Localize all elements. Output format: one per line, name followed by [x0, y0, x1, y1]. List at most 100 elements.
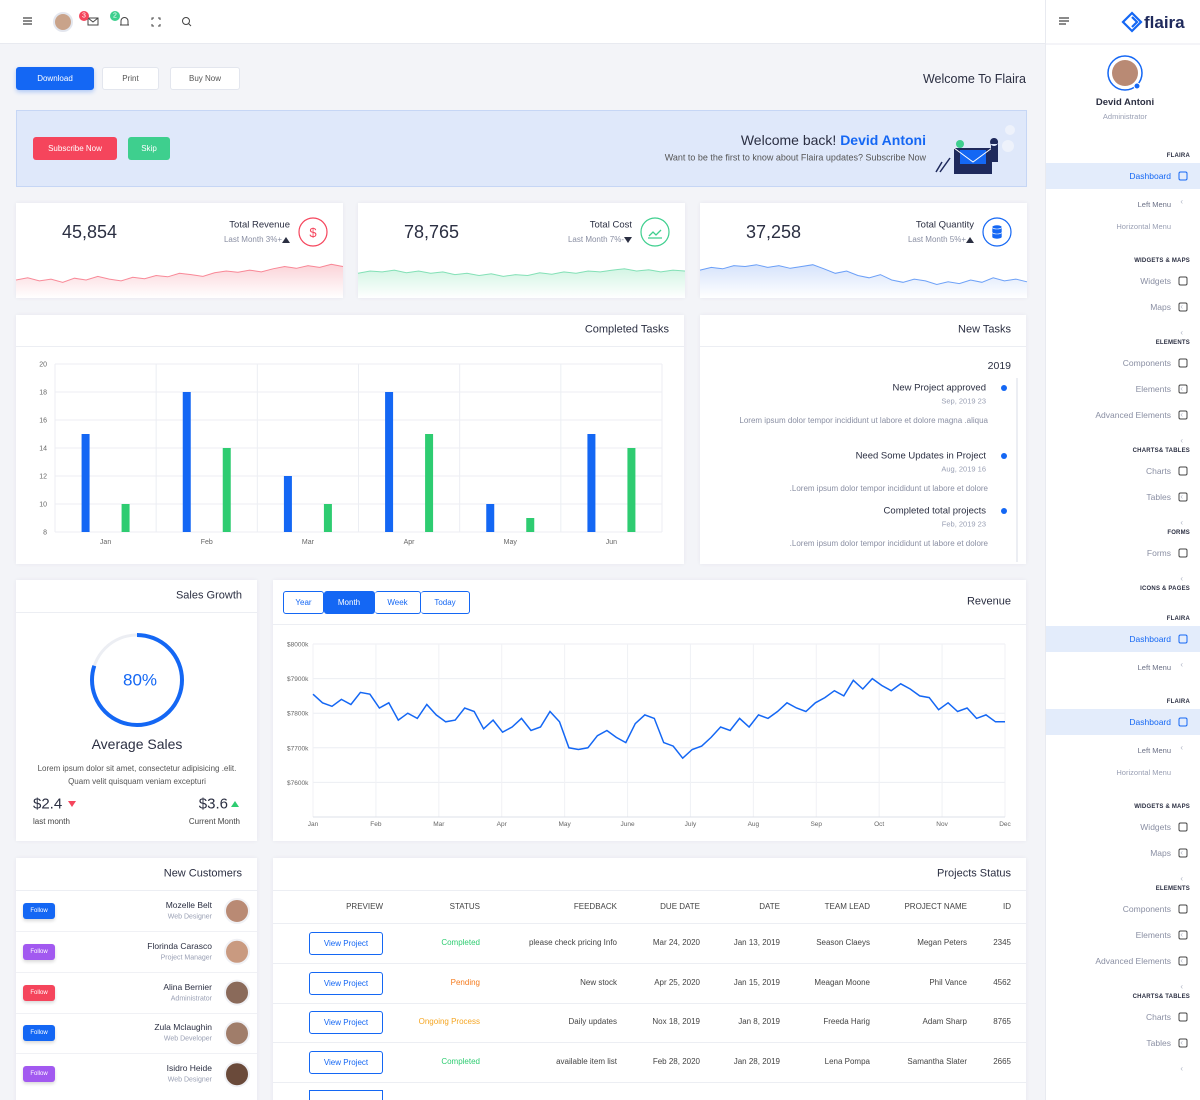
menu-item[interactable]: Elements ‹ [1046, 376, 1200, 419]
toolbar-button[interactable]: Print [102, 67, 159, 90]
menu-heading: CHARTS& TABLES [1132, 994, 1190, 1000]
divider [273, 963, 1026, 964]
icon-shape [1178, 410, 1188, 420]
sparkline-area [358, 268, 685, 298]
timeline-dot [1001, 453, 1007, 459]
menu-item[interactable]: Components ‹ [1046, 896, 1200, 939]
x-tick-label: Feb [370, 821, 382, 828]
follow-button[interactable]: Follow [23, 1066, 55, 1083]
menu-item[interactable]: Charts ‹ [1046, 458, 1200, 501]
menu-item[interactable]: Forms ‹ [1046, 540, 1200, 583]
bar [425, 434, 434, 532]
submenu-item[interactable]: Horizontal Menu [1116, 222, 1171, 231]
sales-text: Lorem ipsum dolor sit amet, consectetur … [37, 764, 237, 786]
check [956, 140, 964, 148]
sidebar: FLAIRA Dashboard ‹ Left Menu Horizontal Menu… [1045, 0, 1200, 1100]
follow-button[interactable]: Follow [23, 984, 55, 1001]
column-header: ID [1003, 902, 1011, 911]
cell: Phil Vance [929, 977, 967, 987]
icon-shape [1178, 466, 1188, 476]
toolbar-button[interactable]: Buy Now [170, 67, 240, 90]
submenu-item[interactable]: Left Menu [1137, 663, 1171, 672]
banner-button[interactable]: Subscribe Now [33, 137, 117, 160]
follow-button[interactable]: Follow [23, 943, 55, 960]
stat-sub: Last Month 5%+ [907, 235, 966, 244]
toolbar-button[interactable]: Download [16, 67, 94, 90]
menu-item[interactable]: Advanced Elements ‹ [1046, 402, 1200, 445]
sidebar-graphics: flaira Devid Antoni Administrator [1046, 11, 1200, 121]
fullscreen-icon [151, 17, 161, 27]
menu-item[interactable]: Components ‹ [1046, 350, 1200, 393]
divider [273, 624, 1026, 625]
column-header: DUE DATE [660, 902, 700, 911]
x-tick-label: Apr [497, 821, 508, 828]
x-tick-label: Mar [433, 821, 445, 828]
icon-shape [1178, 548, 1188, 558]
menu-chevron: ‹ [1180, 874, 1183, 883]
menu-item-icon [1178, 548, 1188, 558]
column-header: TEAM LEAD [824, 902, 870, 911]
timeline-dot [1001, 385, 1007, 391]
view-project-button[interactable]: View Project [309, 1050, 383, 1074]
menu-item-icon [1178, 930, 1188, 940]
x-tick-label: Feb [201, 539, 213, 546]
revenue-tab[interactable]: Month [324, 591, 375, 614]
menu-item[interactable]: Tables ‹ [1046, 1030, 1200, 1073]
view-project-button[interactable]: View Project [309, 971, 383, 995]
menu-chevron: ‹ [1180, 328, 1183, 337]
menu-item[interactable]: Tables ‹ [1046, 484, 1200, 527]
menu-item[interactable]: Maps ‹ [1046, 294, 1200, 337]
submenu-item[interactable]: Left Menu [1137, 200, 1171, 209]
cell: Daily updates [568, 1017, 617, 1027]
sales-stat-value: $3.6 [198, 795, 228, 813]
menu-item[interactable]: Charts ‹ [1046, 1004, 1200, 1047]
menu-item[interactable]: Dashboard ‹ [1046, 709, 1200, 752]
stat-label: Total Cost [589, 219, 632, 231]
menu-item-icon [1178, 956, 1188, 966]
x-tick-label: Jan [100, 539, 111, 546]
menu-item[interactable]: Widgets ‹ [1046, 814, 1200, 857]
menu-icon [1059, 17, 1069, 25]
arrow-up [231, 801, 239, 807]
sparkline [15, 263, 344, 283]
x-tick-label: May [504, 539, 518, 546]
page-welcome: Welcome To Flaira [922, 71, 1026, 86]
menu-item-icon [1178, 634, 1188, 644]
timeline-dot [1001, 508, 1007, 514]
icon-shape [1178, 492, 1188, 502]
menu-chevron: ‹ [1180, 410, 1183, 419]
cell: 4562 [993, 977, 1011, 987]
sales-title: Sales Growth [175, 589, 242, 602]
menu-item-icon [1178, 822, 1188, 832]
gauge-label: 80% [122, 670, 158, 690]
bell-icon [120, 17, 129, 26]
menu-chevron: ‹ [1180, 848, 1183, 857]
view-project-button[interactable]: View Project [309, 932, 383, 955]
submenu-item[interactable]: Horizontal Menu [1116, 768, 1171, 777]
submenu-item[interactable]: Left Menu [1137, 746, 1171, 755]
menu-item[interactable]: Advanced Elements ‹ [1046, 948, 1200, 991]
revenue-tab[interactable]: Year [283, 591, 324, 614]
menu-item[interactable]: Widgets ‹ [1046, 268, 1200, 311]
banner-button[interactable]: Skip [128, 137, 170, 160]
task-date: Sep, 2019 23 [941, 396, 986, 406]
task-date: Feb, 2019 23 [941, 519, 986, 529]
cell: 2665 [993, 1056, 1011, 1066]
menu-item[interactable]: Dashboard ‹ [1046, 163, 1200, 206]
revenue-tab[interactable]: Today [421, 591, 470, 614]
menu-item[interactable]: Maps ‹ [1046, 840, 1200, 883]
menu-item[interactable]: Dashboard ‹ [1046, 626, 1200, 669]
follow-button[interactable]: Follow [23, 903, 55, 919]
revenue-tab[interactable]: Week [375, 591, 421, 614]
menu-heading: ELEMENTS [1155, 340, 1190, 346]
search-icon [182, 17, 190, 25]
follow-button[interactable]: Follow [23, 1025, 55, 1042]
menu-item[interactable]: Elements ‹ [1046, 922, 1200, 965]
stat-value: 37,258 [746, 222, 802, 242]
cell: Nox 18, 2019 [652, 1017, 700, 1027]
icon-shape [1178, 848, 1188, 858]
view-project-button[interactable]: View Project [309, 1011, 383, 1035]
deco [1002, 140, 1014, 152]
customer-avatar [224, 979, 250, 1006]
menu-item-icon [1178, 276, 1188, 286]
